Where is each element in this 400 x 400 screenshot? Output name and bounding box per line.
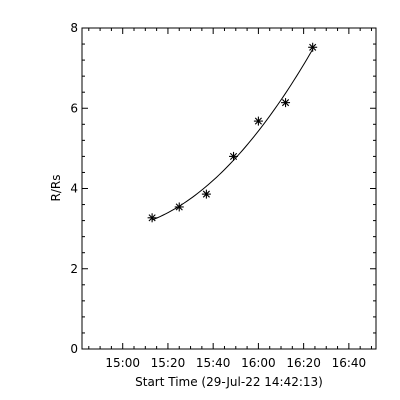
y-tick-label: 6 bbox=[70, 101, 78, 115]
data-point bbox=[308, 42, 318, 52]
y-tick-label: 4 bbox=[70, 182, 78, 196]
data-points bbox=[147, 42, 318, 223]
x-axis-label: Start Time (29-Jul-22 14:42:13) bbox=[135, 375, 323, 389]
x-tick-label: 16:00 bbox=[241, 356, 276, 370]
fit-curve bbox=[151, 49, 314, 221]
x-tick-label: 15:20 bbox=[151, 356, 186, 370]
x-axis-tick-labels: 15:00 15:20 15:40 16:00 16:20 16:40 bbox=[105, 356, 366, 370]
x-tick-label: 15:40 bbox=[196, 356, 231, 370]
y-tick-label: 8 bbox=[70, 21, 78, 35]
y-axis-tick-labels: 0 2 4 6 8 bbox=[70, 21, 78, 356]
y-tick-label: 0 bbox=[70, 342, 78, 356]
plot-frame bbox=[81, 27, 377, 350]
data-point bbox=[229, 151, 239, 161]
y-tick-label: 2 bbox=[70, 262, 78, 276]
y-axis-ticks bbox=[82, 27, 376, 350]
data-point bbox=[201, 189, 211, 199]
y-axis-label: R/Rs bbox=[49, 175, 63, 202]
data-point bbox=[281, 98, 291, 108]
data-point bbox=[147, 213, 157, 223]
x-tick-label: 16:40 bbox=[332, 356, 367, 370]
data-point bbox=[253, 116, 263, 126]
data-point bbox=[174, 202, 184, 212]
x-axis-ticks bbox=[88, 28, 372, 349]
x-tick-label: 16:20 bbox=[286, 356, 321, 370]
x-tick-label: 15:00 bbox=[105, 356, 140, 370]
